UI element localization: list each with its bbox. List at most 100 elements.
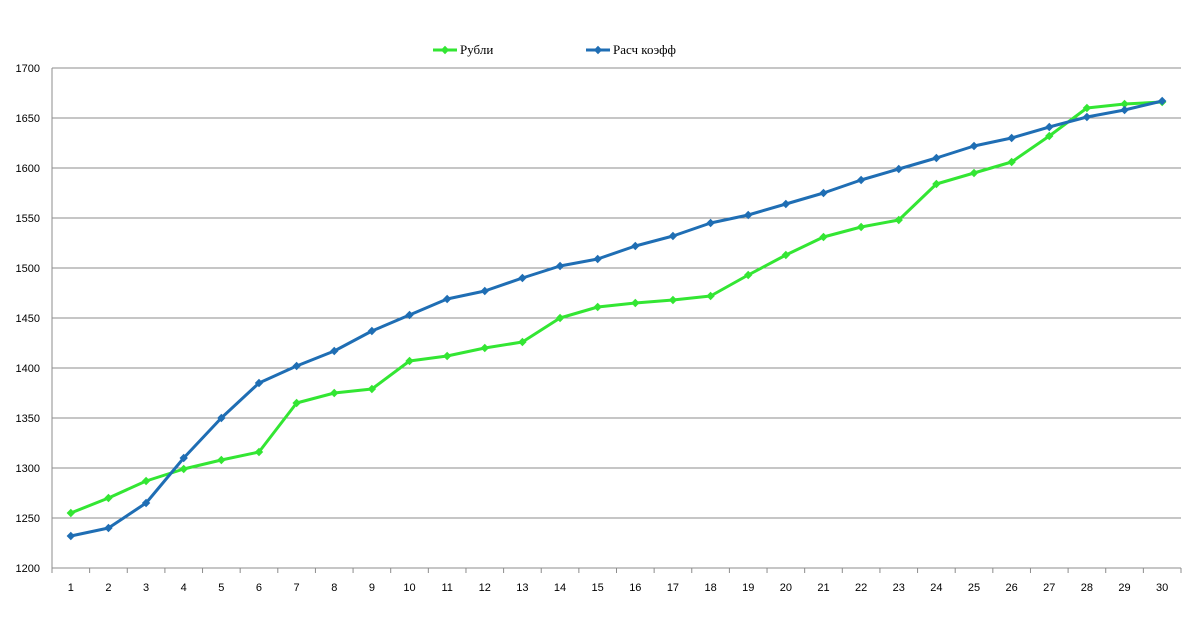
x-tick-label: 18 [704,582,716,594]
y-tick-label: 1350 [16,413,40,425]
data-point [292,398,301,408]
data-point [932,179,941,189]
data-point [141,498,151,508]
x-tick-label: 17 [667,582,679,594]
data-point [1120,99,1129,109]
data-point [744,270,753,280]
x-tick-label: 16 [629,582,641,594]
series-1 [66,97,1167,518]
legend-marker [440,45,450,55]
y-tick-label: 1600 [16,163,40,175]
series-2 [66,96,1167,541]
y-tick-label: 1700 [16,63,40,75]
data-point [1007,157,1016,167]
x-tick-label: 25 [968,582,980,594]
series-group [66,96,1167,541]
x-tick-label: 2 [105,582,111,594]
data-point [104,493,113,503]
data-point [1045,122,1054,132]
data-point [969,141,979,151]
data-point [555,313,565,323]
x-tick-label: 30 [1156,582,1168,594]
x-tick-label: 23 [893,582,905,594]
legend-item: Расч коэфф [586,42,676,57]
legend-label: Рубли [460,42,493,57]
x-tick-label: 11 [441,582,452,594]
data-point [1120,105,1129,115]
data-point [555,261,565,271]
data-point [969,168,979,178]
data-point [254,378,264,388]
data-point [217,455,226,465]
data-point [104,523,113,533]
data-point [706,218,715,228]
data-point [631,298,640,308]
data-point [1157,96,1167,106]
data-point [631,241,640,251]
data-point [330,346,339,356]
data-point [668,295,678,305]
data-point [66,508,76,518]
data-point [894,164,903,174]
legend-label: Расч коэфф [613,42,676,57]
axes: 1200 1250 1300 1350 1400 1450 1500 1550 1600 1650… [16,63,1182,594]
data-point [593,302,602,312]
x-tick-label: 26 [1006,582,1018,594]
data-point [932,153,941,163]
y-tick-label: 1400 [16,363,40,375]
x-tick-label: 10 [403,582,415,594]
grid-lines [52,67,1181,519]
data-point [330,388,339,398]
x-tick-label: 20 [780,582,792,594]
x-tick-label: 27 [1043,582,1055,594]
x-tick-label: 22 [855,582,867,594]
y-tick-label: 1550 [16,213,40,225]
x-tick-label: 28 [1081,582,1093,594]
legend-item: Рубли [433,42,493,57]
series-line [70,100,1163,515]
data-point [744,210,753,220]
data-point [1007,133,1016,143]
data-point [781,199,791,209]
x-tick-label: 3 [143,582,149,594]
data-point [442,351,452,361]
x-tick-label: 8 [331,582,337,594]
data-point [66,531,76,541]
x-tick-label: 24 [930,582,942,594]
x-tick-label: 9 [369,582,375,594]
data-point [856,175,866,185]
data-point [894,215,903,225]
data-point [819,232,828,242]
y-tick-label: 1450 [16,313,40,325]
data-point [367,326,377,336]
x-tick-label: 19 [742,582,754,594]
data-point [781,250,791,260]
data-point [480,286,489,296]
data-point [706,291,715,301]
data-point [593,254,602,264]
data-point [442,294,452,304]
x-tick-label: 15 [592,582,604,594]
data-point [1045,131,1054,141]
data-point [1082,103,1092,113]
x-tick-label: 1 [68,582,74,594]
data-point [405,356,414,366]
data-point [179,453,188,463]
y-tick-label: 1300 [16,463,40,475]
x-tick-label: 14 [554,582,566,594]
legend-marker [593,45,603,55]
data-point [141,476,151,486]
data-point [856,222,866,232]
data-point [668,231,678,241]
x-tick-label: 13 [516,582,528,594]
y-tick-label: 1200 [16,563,40,575]
data-point [819,188,828,198]
data-point [518,273,527,283]
data-point [367,384,377,394]
x-tick-label: 12 [479,582,491,594]
x-tick-label: 29 [1118,582,1130,594]
data-point [217,413,226,423]
data-point [405,310,414,320]
